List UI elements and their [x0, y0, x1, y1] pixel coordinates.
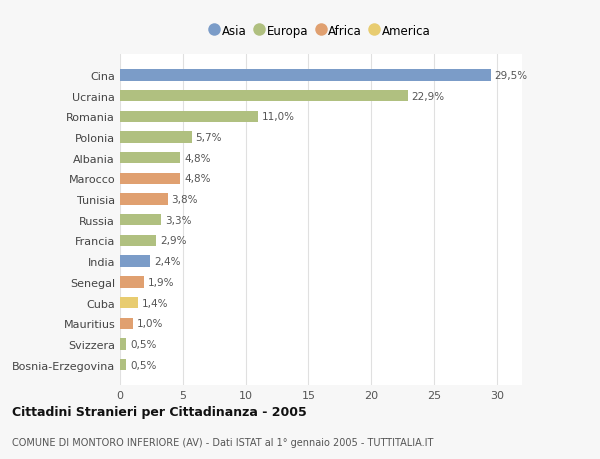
Legend: Asia, Europa, Africa, America: Asia, Europa, Africa, America [208, 21, 434, 41]
Text: 2,9%: 2,9% [160, 236, 187, 246]
Bar [120, 318, 133, 329]
Text: Cittadini Stranieri per Cittadinanza - 2005: Cittadini Stranieri per Cittadinanza - 2… [12, 405, 307, 419]
Text: 0,5%: 0,5% [130, 339, 157, 349]
Bar [120, 235, 157, 246]
Text: 5,7%: 5,7% [196, 133, 222, 143]
Text: 0,5%: 0,5% [130, 360, 157, 370]
Bar [120, 297, 137, 308]
Bar [120, 339, 126, 350]
Text: 1,4%: 1,4% [142, 298, 168, 308]
Text: 2,4%: 2,4% [154, 257, 181, 267]
Text: 29,5%: 29,5% [494, 71, 527, 81]
Bar [120, 215, 161, 226]
Text: 11,0%: 11,0% [262, 112, 295, 122]
Text: COMUNE DI MONTORO INFERIORE (AV) - Dati ISTAT al 1° gennaio 2005 - TUTTITALIA.IT: COMUNE DI MONTORO INFERIORE (AV) - Dati … [12, 437, 433, 447]
Text: 3,3%: 3,3% [165, 215, 192, 225]
Bar [120, 153, 180, 164]
Bar [120, 112, 258, 123]
Bar [120, 91, 407, 102]
Bar [120, 277, 144, 288]
Bar [120, 70, 491, 81]
Text: 22,9%: 22,9% [412, 91, 445, 101]
Bar [120, 194, 168, 205]
Bar [120, 256, 150, 267]
Bar [120, 359, 126, 370]
Text: 1,9%: 1,9% [148, 277, 174, 287]
Text: 1,0%: 1,0% [136, 319, 163, 329]
Text: 3,8%: 3,8% [172, 195, 198, 205]
Text: 4,8%: 4,8% [184, 174, 211, 184]
Text: 4,8%: 4,8% [184, 153, 211, 163]
Bar [120, 174, 180, 185]
Bar [120, 132, 191, 143]
